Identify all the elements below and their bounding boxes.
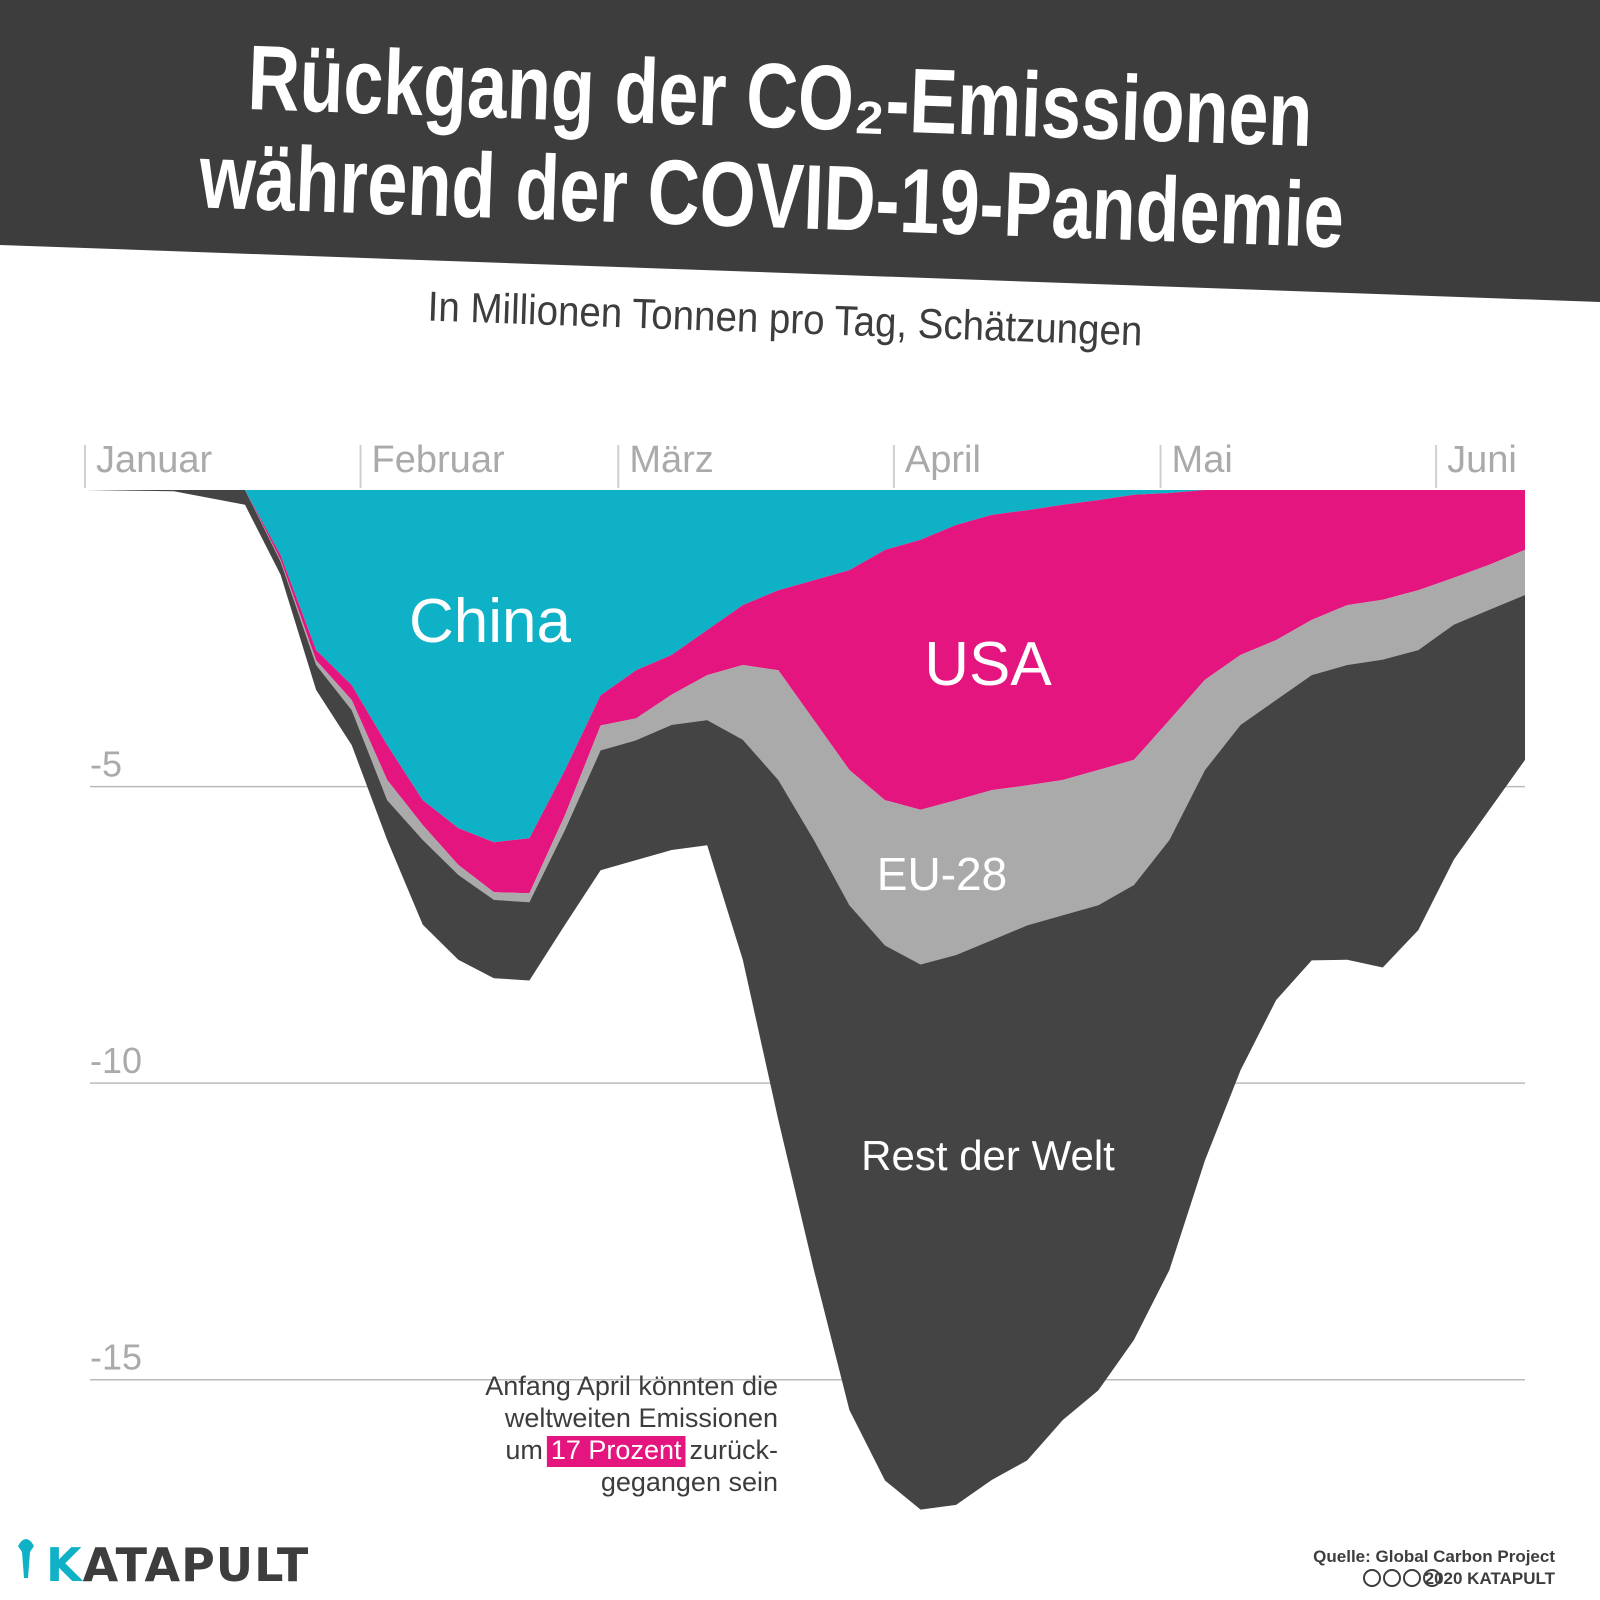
x-tick-label: Mai — [1172, 439, 1233, 481]
area — [85, 490, 1525, 894]
series-label: Rest der Welt — [861, 1132, 1115, 1179]
annotation-line: zurück- — [689, 1435, 778, 1465]
annotation-highlight: 17 Prozent — [551, 1435, 682, 1465]
annotation-line: weltweiten Emissionen — [504, 1403, 778, 1433]
highlight-box — [546, 1436, 686, 1467]
x-tick-label: Juni — [1447, 439, 1517, 481]
grid: Januar Februar März April Mai Juni -15 -10 -5 — [84, 439, 1525, 1381]
logo-icon — [18, 1539, 34, 1578]
areas — [85, 490, 1525, 1510]
area — [85, 490, 1525, 1510]
header-band — [0, 0, 1600, 302]
annotation-line: gegangen sein — [601, 1467, 778, 1497]
x-tick-label: April — [905, 439, 981, 481]
y-tick-label: -15 — [90, 1337, 142, 1378]
logo: KATAPULT — [46, 1538, 310, 1592]
series-label: China — [409, 587, 572, 656]
series-label: EU-28 — [877, 848, 1007, 900]
annotation-line: um — [505, 1435, 543, 1465]
x-tick-label: Februar — [372, 439, 505, 481]
title-group: Rückgang der CO₂-Emissionen während der … — [197, 27, 1346, 267]
source: Quelle: Global Carbon Project — [1313, 1547, 1555, 1566]
subtitle: In Millionen Tonnen pro Tag, Schätzungen — [427, 283, 1143, 355]
x-tick-label: Januar — [96, 439, 213, 481]
area — [85, 490, 1525, 965]
annotation-line: Anfang April könnten die — [485, 1371, 778, 1401]
license-icons — [1363, 1569, 1441, 1587]
area — [85, 490, 1525, 843]
series-label: USA — [924, 630, 1052, 699]
copyright: 2020 KATAPULT — [1425, 1569, 1556, 1588]
labels: China USA EU-28 Rest der Welt — [409, 587, 1115, 1179]
x-tick-label: März — [629, 439, 713, 481]
y-tick-label: -5 — [90, 744, 122, 785]
y-tick-label: -10 — [90, 1040, 142, 1081]
